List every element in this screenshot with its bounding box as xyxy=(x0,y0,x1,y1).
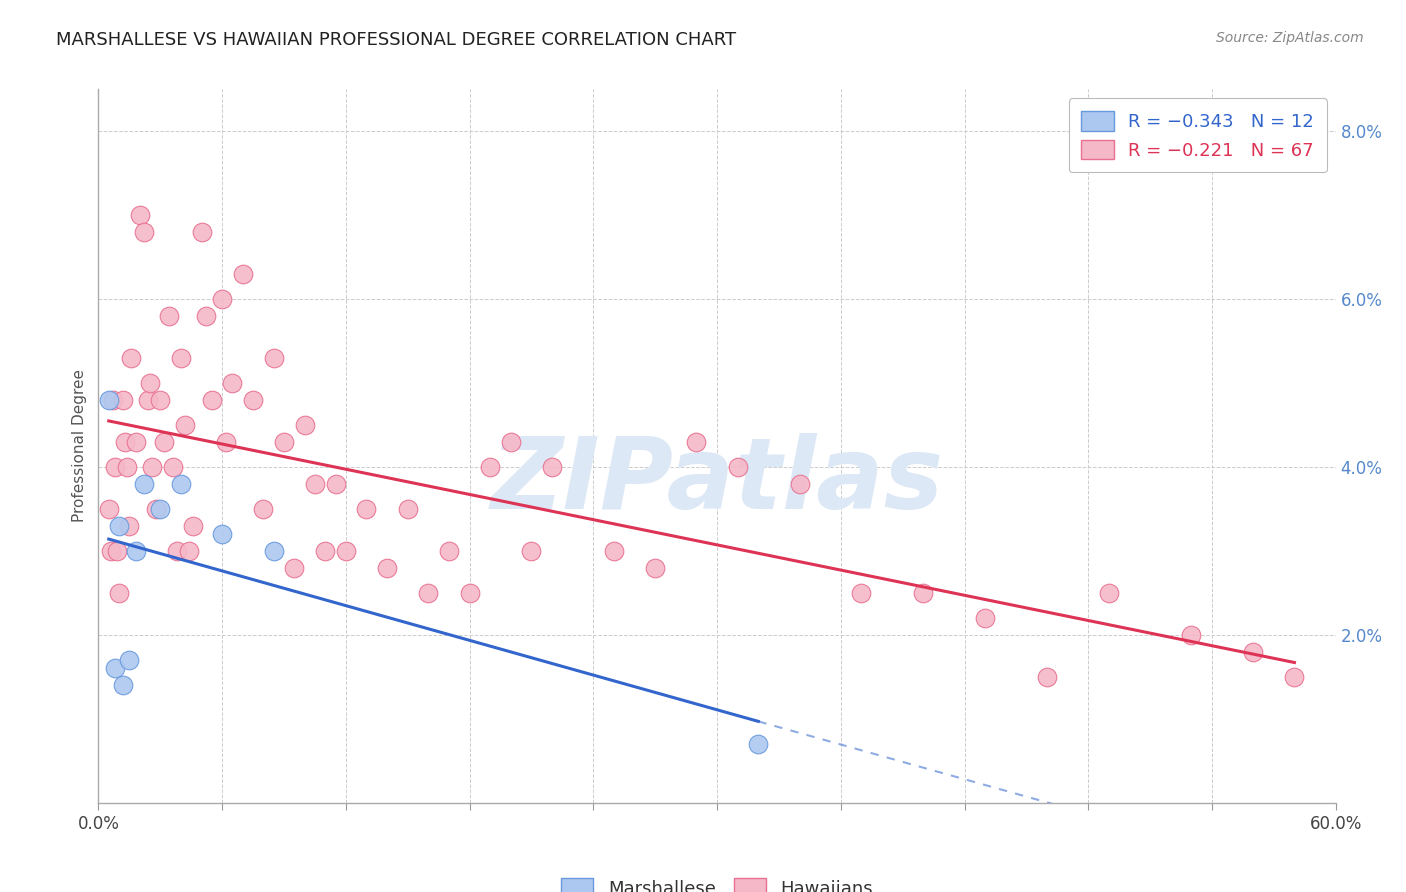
Point xyxy=(190,225,212,239)
Point xyxy=(170,351,193,365)
Point xyxy=(104,661,127,675)
Point xyxy=(437,544,460,558)
Point xyxy=(747,737,769,751)
Point xyxy=(112,678,135,692)
Point xyxy=(974,611,997,625)
Point xyxy=(221,376,243,390)
Point xyxy=(153,434,176,449)
Point xyxy=(304,476,326,491)
Point xyxy=(201,392,224,407)
Point xyxy=(232,267,254,281)
Point xyxy=(104,460,127,475)
Point xyxy=(194,309,217,323)
Point xyxy=(128,208,150,222)
Point xyxy=(141,460,163,475)
Point xyxy=(179,544,201,558)
Point xyxy=(124,434,146,449)
Point xyxy=(727,460,749,475)
Point xyxy=(396,502,419,516)
Point xyxy=(294,417,316,432)
Point xyxy=(149,392,172,407)
Point xyxy=(181,518,204,533)
Point xyxy=(132,476,155,491)
Point xyxy=(145,502,167,516)
Point xyxy=(499,434,522,449)
Point xyxy=(149,502,172,516)
Point xyxy=(252,502,274,516)
Point xyxy=(912,586,935,600)
Point xyxy=(263,351,285,365)
Point xyxy=(644,560,666,574)
Point xyxy=(314,544,336,558)
Point xyxy=(117,460,139,475)
Point xyxy=(97,502,120,516)
Point xyxy=(170,476,193,491)
Point xyxy=(375,560,398,574)
Point xyxy=(242,392,264,407)
Legend: Marshallese, Hawaiians: Marshallese, Hawaiians xyxy=(551,869,883,892)
Point xyxy=(1098,586,1121,600)
Point xyxy=(118,518,141,533)
Point xyxy=(100,544,122,558)
Point xyxy=(458,586,481,600)
Point xyxy=(97,392,120,407)
Point xyxy=(162,460,184,475)
Point xyxy=(118,653,141,667)
Point xyxy=(273,434,295,449)
Point xyxy=(1036,670,1059,684)
Point xyxy=(166,544,188,558)
Point xyxy=(603,544,626,558)
Point xyxy=(211,527,233,541)
Point xyxy=(520,544,543,558)
Point xyxy=(418,586,440,600)
Y-axis label: Professional Degree: Professional Degree xyxy=(72,369,87,523)
Point xyxy=(1180,628,1202,642)
Point xyxy=(541,460,564,475)
Point xyxy=(335,544,357,558)
Point xyxy=(215,434,238,449)
Point xyxy=(685,434,707,449)
Text: MARSHALLESE VS HAWAIIAN PROFESSIONAL DEGREE CORRELATION CHART: MARSHALLESE VS HAWAIIAN PROFESSIONAL DEG… xyxy=(56,31,737,49)
Point xyxy=(136,392,159,407)
Point xyxy=(283,560,305,574)
Point xyxy=(1284,670,1306,684)
Text: Source: ZipAtlas.com: Source: ZipAtlas.com xyxy=(1216,31,1364,45)
Point xyxy=(479,460,502,475)
Point xyxy=(132,225,155,239)
Point xyxy=(114,434,136,449)
Point xyxy=(101,392,124,407)
Point xyxy=(789,476,811,491)
Point xyxy=(1241,645,1264,659)
Point xyxy=(108,586,131,600)
Point xyxy=(211,292,233,306)
Point xyxy=(112,392,135,407)
Point xyxy=(120,351,142,365)
Point xyxy=(108,518,131,533)
Text: ZIPatlas: ZIPatlas xyxy=(491,434,943,530)
Point xyxy=(105,544,128,558)
Point xyxy=(356,502,378,516)
Point xyxy=(124,544,146,558)
Point xyxy=(174,417,197,432)
Point xyxy=(157,309,180,323)
Point xyxy=(851,586,873,600)
Point xyxy=(139,376,162,390)
Point xyxy=(263,544,285,558)
Point xyxy=(325,476,347,491)
